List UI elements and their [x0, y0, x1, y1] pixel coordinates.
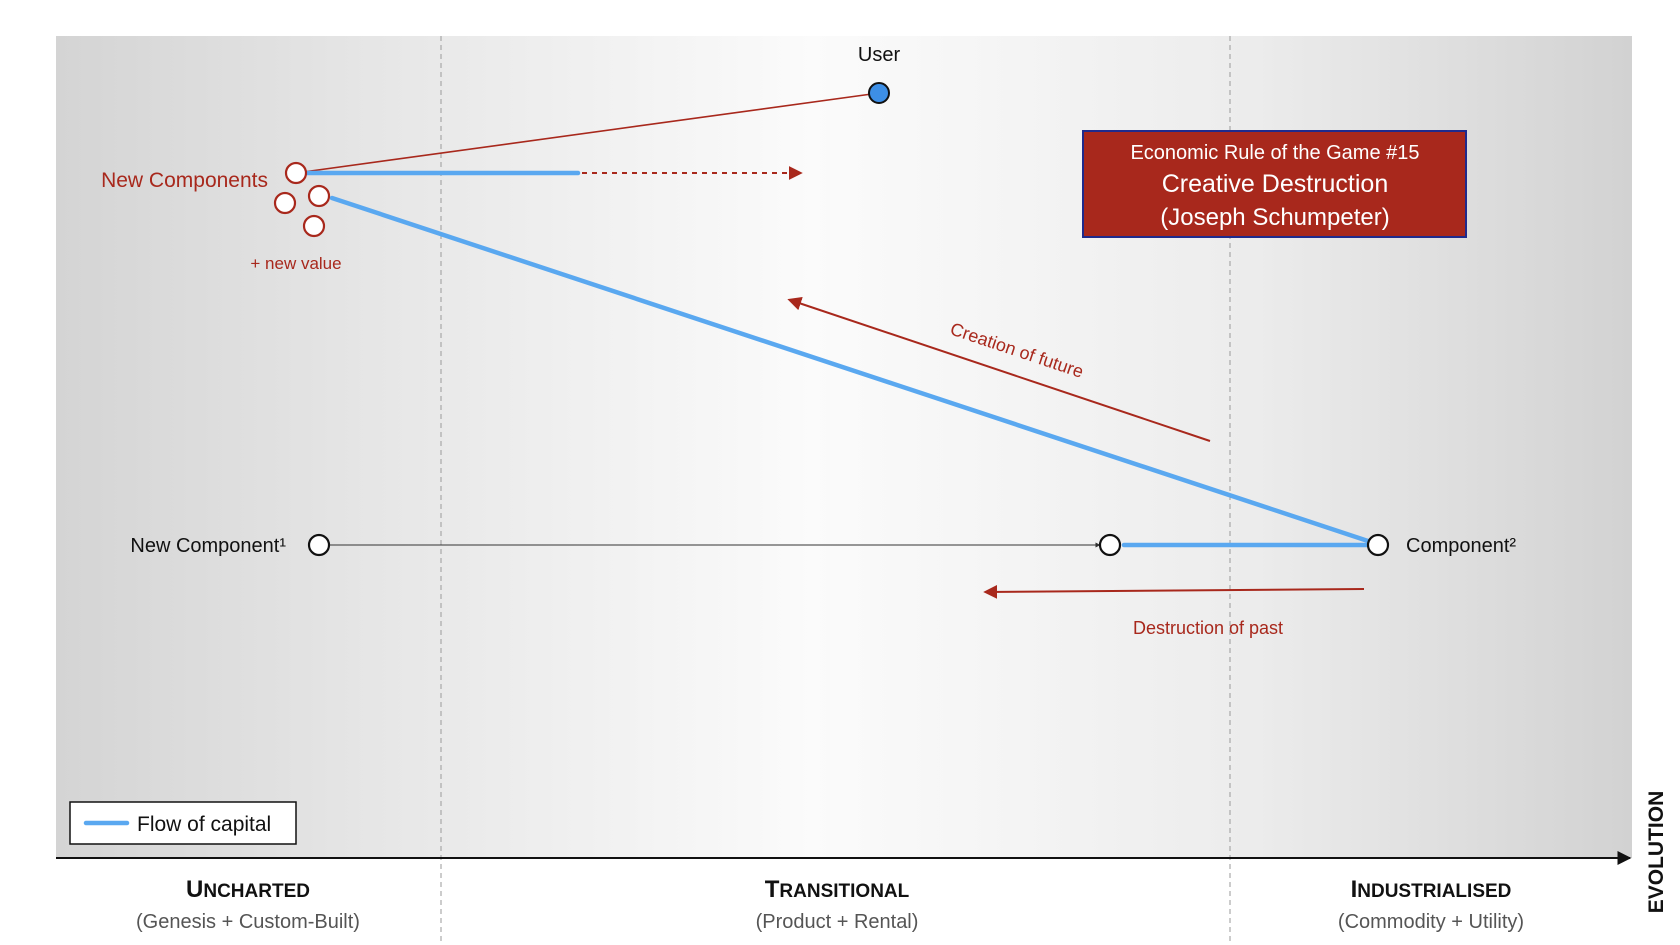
stage-industrialised-title: INDUSTRIALISED — [1351, 876, 1512, 903]
rule-box-background — [1082, 130, 1467, 238]
stage-industrialised-subtitle: (Commodity + Utility) — [1338, 911, 1524, 933]
rule-box-title: Creative Destruction — [1162, 170, 1388, 198]
new-component-1-label: New Component¹ — [130, 535, 286, 557]
new-component-node-d — [302, 214, 326, 238]
link-new-components-user — [295, 92, 880, 174]
stage-industrialised-initial: I — [1351, 876, 1358, 903]
new-value-label: + new value — [250, 254, 341, 273]
stage-transitional-subtitle: (Product + Rental) — [756, 911, 919, 933]
stage-uncharted-rest: NCHARTED — [203, 881, 310, 902]
stage-uncharted-initial: U — [186, 876, 203, 903]
stage-industrialised-rest: NDUSTRIALISED — [1357, 881, 1511, 902]
destruction-of-past-label: Destruction of past — [1133, 618, 1283, 638]
new-component-node-c — [273, 191, 297, 215]
stage-uncharted-subtitle: (Genesis + Custom-Built) — [136, 911, 360, 933]
stage-transitional-title: TRANSITIONAL — [765, 876, 910, 903]
stage-transitional-initial: T — [765, 876, 780, 903]
legend-label: Flow of capital — [137, 813, 271, 836]
evolution-axis-label: EVOLUTION — [1645, 791, 1668, 914]
legend: Flow of capital — [69, 801, 297, 845]
creation-of-future-arrow — [787, 296, 1211, 442]
destruction-of-past-arrow — [983, 584, 1365, 599]
capital-flow-component2-new-components — [329, 195, 1377, 546]
component-2-label: Component² — [1406, 535, 1516, 557]
stage-transitional-rest: RANSITIONAL — [779, 881, 909, 902]
new-component-1-node — [307, 533, 331, 557]
rule-box-heading: Economic Rule of the Game #15 — [1130, 142, 1419, 164]
user-label: User — [858, 44, 901, 66]
rule-box-author: (Joseph Schumpeter) — [1160, 204, 1389, 231]
component-2-node — [1366, 533, 1390, 557]
component-1-evolved-node — [1098, 533, 1122, 557]
new-component-node-a — [284, 161, 308, 185]
stage-uncharted-title: UNCHARTED — [186, 876, 310, 903]
user-node — [868, 82, 890, 104]
new-components-label: New Components — [101, 169, 268, 192]
rule-box: Economic Rule of the Game #15 Creative D… — [1082, 130, 1467, 238]
new-component-node-b — [307, 184, 331, 208]
